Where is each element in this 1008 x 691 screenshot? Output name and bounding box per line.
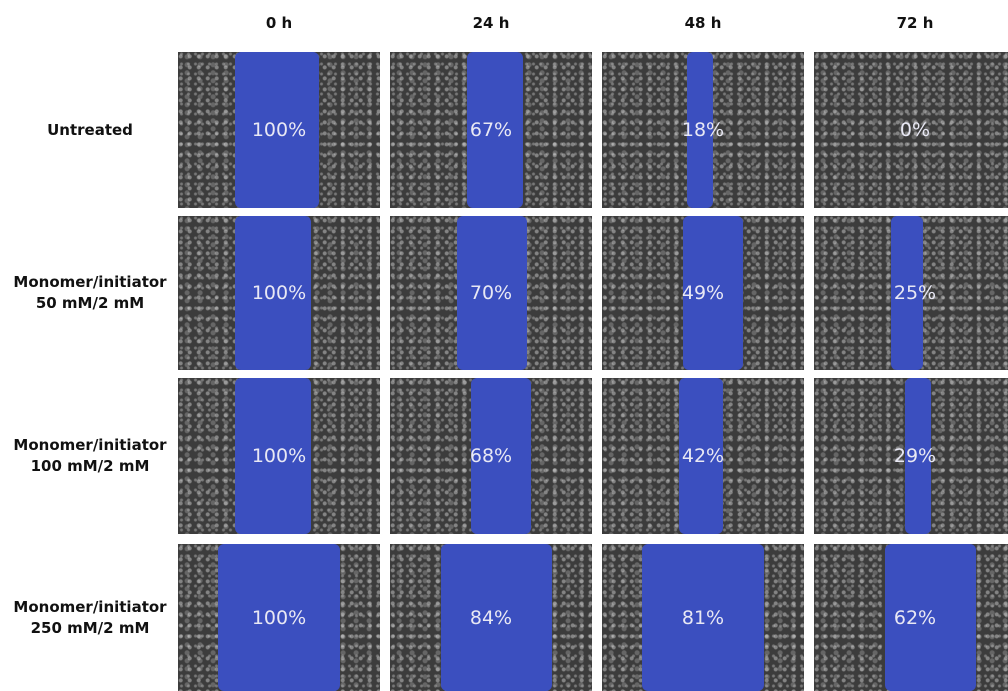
micrograph: 29% xyxy=(814,378,1008,534)
wound-percent: 49% xyxy=(602,282,804,304)
wound-percent: 100% xyxy=(178,607,380,629)
wound-percent: 62% xyxy=(814,607,1008,629)
row-label-line: 100 mM/2 mM xyxy=(0,456,180,477)
row-label: Untreated xyxy=(0,52,180,208)
column-header: 72 h xyxy=(814,14,1008,32)
micrograph: 100% xyxy=(178,216,380,370)
column-header: 24 h xyxy=(390,14,592,32)
micrograph: 100% xyxy=(178,544,380,691)
micrograph: 70% xyxy=(390,216,592,370)
wound-percent: 68% xyxy=(390,445,592,467)
micrograph: 100% xyxy=(178,378,380,534)
wound-percent: 29% xyxy=(814,445,1008,467)
micrograph: 81% xyxy=(602,544,804,691)
wound-percent: 70% xyxy=(390,282,592,304)
row-label-line: 50 mM/2 mM xyxy=(0,293,180,314)
micrograph: 42% xyxy=(602,378,804,534)
wound-percent: 100% xyxy=(178,282,380,304)
wound-percent: 42% xyxy=(602,445,804,467)
row-label-line: 250 mM/2 mM xyxy=(0,618,180,639)
micrograph: 100% xyxy=(178,52,380,208)
wound-percent: 84% xyxy=(390,607,592,629)
wound-percent: 81% xyxy=(602,607,804,629)
wound-percent: 0% xyxy=(814,119,1008,141)
wound-percent: 100% xyxy=(178,119,380,141)
row-label-line: Untreated xyxy=(0,120,180,141)
micrograph: 67% xyxy=(390,52,592,208)
row-label-line: Monomer/initiator xyxy=(0,435,180,456)
row-label-line: Monomer/initiator xyxy=(0,597,180,618)
wound-percent: 18% xyxy=(602,119,804,141)
micrograph: 84% xyxy=(390,544,592,691)
micrograph: 68% xyxy=(390,378,592,534)
column-header: 48 h xyxy=(602,14,804,32)
micrograph: 0% xyxy=(814,52,1008,208)
micrograph: 25% xyxy=(814,216,1008,370)
wound-percent: 25% xyxy=(814,282,1008,304)
row-label-line: Monomer/initiator xyxy=(0,272,180,293)
wound-percent: 100% xyxy=(178,445,380,467)
column-header: 0 h xyxy=(178,14,380,32)
micrograph: 49% xyxy=(602,216,804,370)
wound-percent: 67% xyxy=(390,119,592,141)
figure: 0 h24 h48 h72 hUntreated100%67%18%0%Mono… xyxy=(0,0,1008,691)
micrograph: 18% xyxy=(602,52,804,208)
micrograph: 62% xyxy=(814,544,1008,691)
